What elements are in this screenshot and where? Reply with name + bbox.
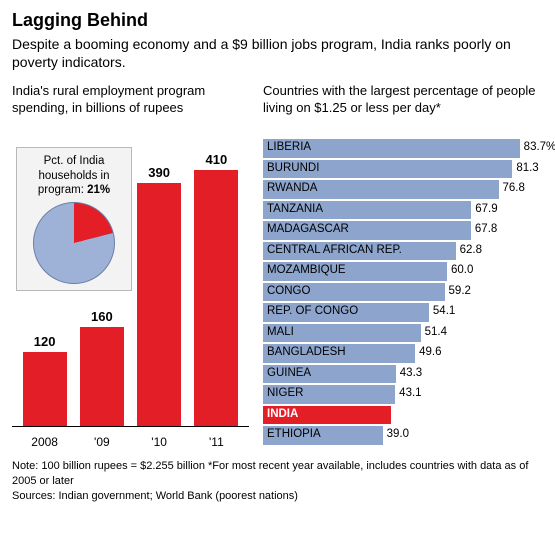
bar-value-label: 390 bbox=[148, 165, 170, 180]
hbar-country: LIBERIA bbox=[267, 141, 311, 153]
hbar-value: 43.3 bbox=[400, 367, 422, 379]
bar: 160 bbox=[78, 309, 126, 427]
hbar-value: 49.6 bbox=[419, 346, 441, 358]
hbar-row: BANGLADESH 49.6 bbox=[263, 344, 541, 363]
hbar-value: 67.8 bbox=[475, 223, 497, 235]
hbar-value: 59.2 bbox=[449, 285, 471, 297]
hbar-row: CONGO 59.2 bbox=[263, 283, 541, 302]
hbar-country: CONGO bbox=[267, 285, 310, 297]
hbar-row: MALI 51.4 bbox=[263, 324, 541, 343]
bar-baseline bbox=[12, 426, 249, 427]
hbar-country: MALI bbox=[267, 326, 294, 338]
hbar-value: 41.6 bbox=[395, 408, 417, 420]
hbar-value: 51.4 bbox=[425, 326, 447, 338]
bar-x-label: '10 bbox=[135, 431, 183, 449]
hbar-value: 43.1 bbox=[399, 387, 421, 399]
hbar-row: INDIA 41.6 bbox=[263, 406, 541, 425]
hbar-country: CENTRAL AFRICAN REP. bbox=[267, 244, 402, 256]
hbar-country: BURUNDI bbox=[267, 162, 319, 174]
hbar-value: 76.8 bbox=[503, 182, 525, 194]
hbar-row: TANZANIA 67.9 bbox=[263, 201, 541, 220]
bar-x-label: '11 bbox=[192, 431, 240, 449]
hbar-row: MADAGASCAR 67.8 bbox=[263, 221, 541, 240]
pie-chart bbox=[33, 202, 115, 284]
bar-x-labels: 2008 '09 '10 '11 bbox=[12, 431, 249, 449]
page-subtitle: Despite a booming economy and a $9 billi… bbox=[12, 35, 543, 71]
hbar-value: 67.9 bbox=[475, 203, 497, 215]
hbar-country: REP. OF CONGO bbox=[267, 305, 358, 317]
page-title: Lagging Behind bbox=[12, 10, 543, 31]
pie-inset: Pct. of India households in program: 21% bbox=[16, 147, 132, 290]
bar: 410 bbox=[192, 152, 240, 427]
bar-fill bbox=[80, 327, 124, 427]
bar-fill bbox=[137, 183, 181, 428]
hbar-row: ETHIOPIA 39.0 bbox=[263, 426, 541, 445]
bar-fill bbox=[194, 170, 238, 427]
pie-caption-pct: 21% bbox=[87, 184, 110, 196]
right-column-heading: Countries with the largest percentage of… bbox=[263, 83, 541, 131]
pie-caption: Pct. of India households in program: 21% bbox=[23, 154, 125, 197]
hbar-country: NIGER bbox=[267, 387, 303, 399]
hbar-country: RWANDA bbox=[267, 182, 317, 194]
hbar-country: GUINEA bbox=[267, 367, 311, 379]
hbar-country: ETHIOPIA bbox=[267, 428, 321, 440]
hbar-row: REP. OF CONGO 54.1 bbox=[263, 303, 541, 322]
hbar-row: NIGER 43.1 bbox=[263, 385, 541, 404]
left-column-heading: India's rural employment program spendin… bbox=[12, 83, 249, 131]
right-column: Countries with the largest percentage of… bbox=[263, 83, 541, 449]
footer-sources: Sources: Indian government; World Bank (… bbox=[12, 489, 543, 504]
footer-note: Note: 100 billion rupees = $2.255 billio… bbox=[12, 459, 543, 489]
hbar-value: 83.7% bbox=[524, 141, 555, 153]
bar: 390 bbox=[135, 165, 183, 428]
hbar-country: TANZANIA bbox=[267, 203, 323, 215]
columns: India's rural employment program spendin… bbox=[12, 83, 543, 449]
hbar-country: MOZAMBIQUE bbox=[267, 264, 346, 276]
hbar-row: MOZAMBIQUE 60.0 bbox=[263, 262, 541, 281]
bar-value-label: 410 bbox=[206, 152, 228, 167]
hbar-value: 54.1 bbox=[433, 305, 455, 317]
hbar-row: RWANDA 76.8 bbox=[263, 180, 541, 199]
hbar-value: 62.8 bbox=[460, 244, 482, 256]
hbar-country: INDIA bbox=[267, 408, 298, 420]
hbar-country: MADAGASCAR bbox=[267, 223, 349, 235]
hbar-chart: LIBERIA83.7% BURUNDI 81.3 RWANDA 76.8 TANZANI… bbox=[263, 139, 541, 445]
hbar-row: LIBERIA83.7% bbox=[263, 139, 541, 158]
bar-fill bbox=[23, 352, 67, 427]
hbar-country: BANGLADESH bbox=[267, 346, 346, 358]
left-column: India's rural employment program spendin… bbox=[12, 83, 249, 449]
hbar-row: GUINEA 43.3 bbox=[263, 365, 541, 384]
bar-x-label: 2008 bbox=[21, 431, 69, 449]
bar-value-label: 160 bbox=[91, 309, 113, 324]
hbar-value: 60.0 bbox=[451, 264, 473, 276]
hbar-row: CENTRAL AFRICAN REP. 62.8 bbox=[263, 242, 541, 261]
bar-x-label: '09 bbox=[78, 431, 126, 449]
footer: Note: 100 billion rupees = $2.255 billio… bbox=[12, 459, 543, 504]
hbar-value: 81.3 bbox=[516, 162, 538, 174]
bar-value-label: 120 bbox=[34, 334, 56, 349]
bar: 120 bbox=[21, 334, 69, 427]
hbar-value: 39.0 bbox=[387, 428, 409, 440]
hbar-row: BURUNDI 81.3 bbox=[263, 160, 541, 179]
